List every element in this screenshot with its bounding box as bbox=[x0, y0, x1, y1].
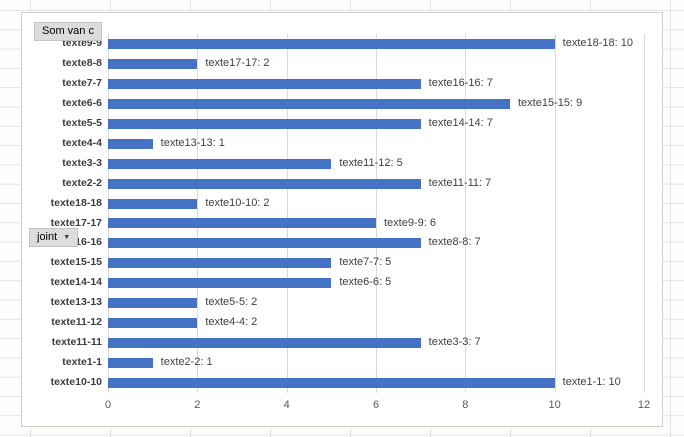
bar-data-label: texte18-18: 10 bbox=[562, 37, 633, 49]
plot-gridline bbox=[554, 34, 556, 393]
category-axis-label: texte6-6 bbox=[62, 96, 102, 109]
x-axis-tick-label: 6 bbox=[372, 399, 380, 411]
bar-data-label: texte16-16: 7 bbox=[428, 76, 493, 89]
bar-data-label: texte7-7: 5 bbox=[339, 256, 392, 269]
category-axis-label: texte8-8 bbox=[62, 56, 102, 69]
plot-gridline bbox=[108, 34, 109, 393]
bar-data-point[interactable] bbox=[108, 378, 555, 389]
bar-data-point[interactable] bbox=[108, 138, 153, 149]
category-axis-label: texte10-10 bbox=[50, 376, 102, 389]
bar-data-label: texte14-14: 7 bbox=[428, 116, 493, 129]
plot-gridline bbox=[376, 34, 377, 393]
bar-data-point[interactable] bbox=[108, 258, 332, 269]
category-axis-label: texte2-2 bbox=[62, 176, 102, 189]
bar-data-label: texte15-15: 9 bbox=[518, 96, 583, 109]
plot-gridline bbox=[197, 34, 199, 393]
bar-data-label: texte3-3: 7 bbox=[428, 336, 481, 349]
category-axis-label: texte17-17 bbox=[50, 216, 102, 229]
bar-data-point[interactable] bbox=[108, 118, 421, 129]
x-axis-tick-label: 4 bbox=[283, 399, 290, 411]
category-axis-label: texte18-18 bbox=[50, 196, 102, 209]
bar-data-label: texte5-5: 2 bbox=[205, 296, 258, 309]
value-field-button[interactable]: Som van c bbox=[34, 22, 102, 41]
bar-data-point[interactable] bbox=[108, 178, 421, 189]
bar-data-label: texte1-1: 10 bbox=[562, 376, 621, 389]
x-axis-tick-label: 8 bbox=[462, 399, 469, 411]
bar-data-point[interactable] bbox=[108, 298, 198, 309]
bar-data-label: texte4-4: 2 bbox=[205, 316, 258, 329]
bar-data-label: texte8-8: 7 bbox=[428, 236, 481, 249]
x-axis-tick-label: 10 bbox=[548, 399, 561, 411]
category-axis-label: texte15-15 bbox=[50, 256, 102, 269]
chevron-down-icon: ▼ bbox=[63, 234, 71, 241]
plot-gridline bbox=[644, 34, 645, 393]
bar-data-label: texte13-13: 1 bbox=[160, 136, 225, 149]
bar-data-label: texte6-6: 5 bbox=[339, 276, 392, 289]
bar-data-point[interactable] bbox=[108, 198, 198, 209]
bar-data-label: texte17-17: 2 bbox=[205, 56, 270, 69]
bar-data-point[interactable] bbox=[108, 58, 198, 69]
bar-data-point[interactable] bbox=[108, 318, 198, 329]
value-field-label: Som van c bbox=[42, 25, 94, 37]
bar-data-point[interactable] bbox=[108, 158, 332, 169]
category-axis-label: texte11-11 bbox=[51, 336, 102, 349]
bar-data-point[interactable] bbox=[108, 78, 421, 89]
bar-data-point[interactable] bbox=[108, 238, 421, 249]
x-axis-tick-label: 0 bbox=[104, 399, 112, 411]
pivot-chart-area: 0 2 4 6 8 10 12 texte9-9 texte18-18: 10 texte8-8 t… bbox=[21, 12, 663, 427]
axis-field-button[interactable]: joint ▼ bbox=[29, 228, 79, 247]
category-axis-label: texte1-1 bbox=[62, 356, 102, 369]
category-axis-label: texte11-12 bbox=[51, 316, 102, 329]
bar-data-label: texte10-10: 2 bbox=[205, 196, 270, 209]
axis-field-label: joint bbox=[37, 231, 58, 243]
category-axis-label: texte3-3 bbox=[62, 156, 102, 169]
category-axis-label: texte5-5 bbox=[62, 116, 102, 129]
bar-data-point[interactable] bbox=[108, 218, 376, 229]
bar-data-point[interactable] bbox=[108, 358, 153, 369]
x-axis-tick-label: 2 bbox=[194, 399, 201, 411]
bar-data-point[interactable] bbox=[108, 278, 332, 289]
bar-data-point[interactable] bbox=[108, 338, 421, 349]
bar-data-label: texte9-9: 6 bbox=[384, 216, 436, 229]
bar-data-label: texte11-12: 5 bbox=[339, 156, 403, 169]
category-axis-label: texte4-4 bbox=[62, 136, 102, 149]
bar-data-label: texte11-11: 7 bbox=[428, 176, 492, 189]
bar-data-label: texte2-2: 1 bbox=[160, 356, 213, 369]
category-axis-label: texte14-14 bbox=[50, 276, 102, 289]
bar-data-point[interactable] bbox=[108, 98, 510, 109]
category-axis-label: texte7-7 bbox=[62, 76, 102, 89]
category-axis-label: texte13-13 bbox=[50, 296, 102, 309]
bar-data-point[interactable] bbox=[108, 38, 555, 49]
plot-gridline bbox=[465, 34, 467, 393]
plot-gridline bbox=[286, 34, 288, 393]
x-axis-tick-label: 12 bbox=[637, 399, 651, 411]
